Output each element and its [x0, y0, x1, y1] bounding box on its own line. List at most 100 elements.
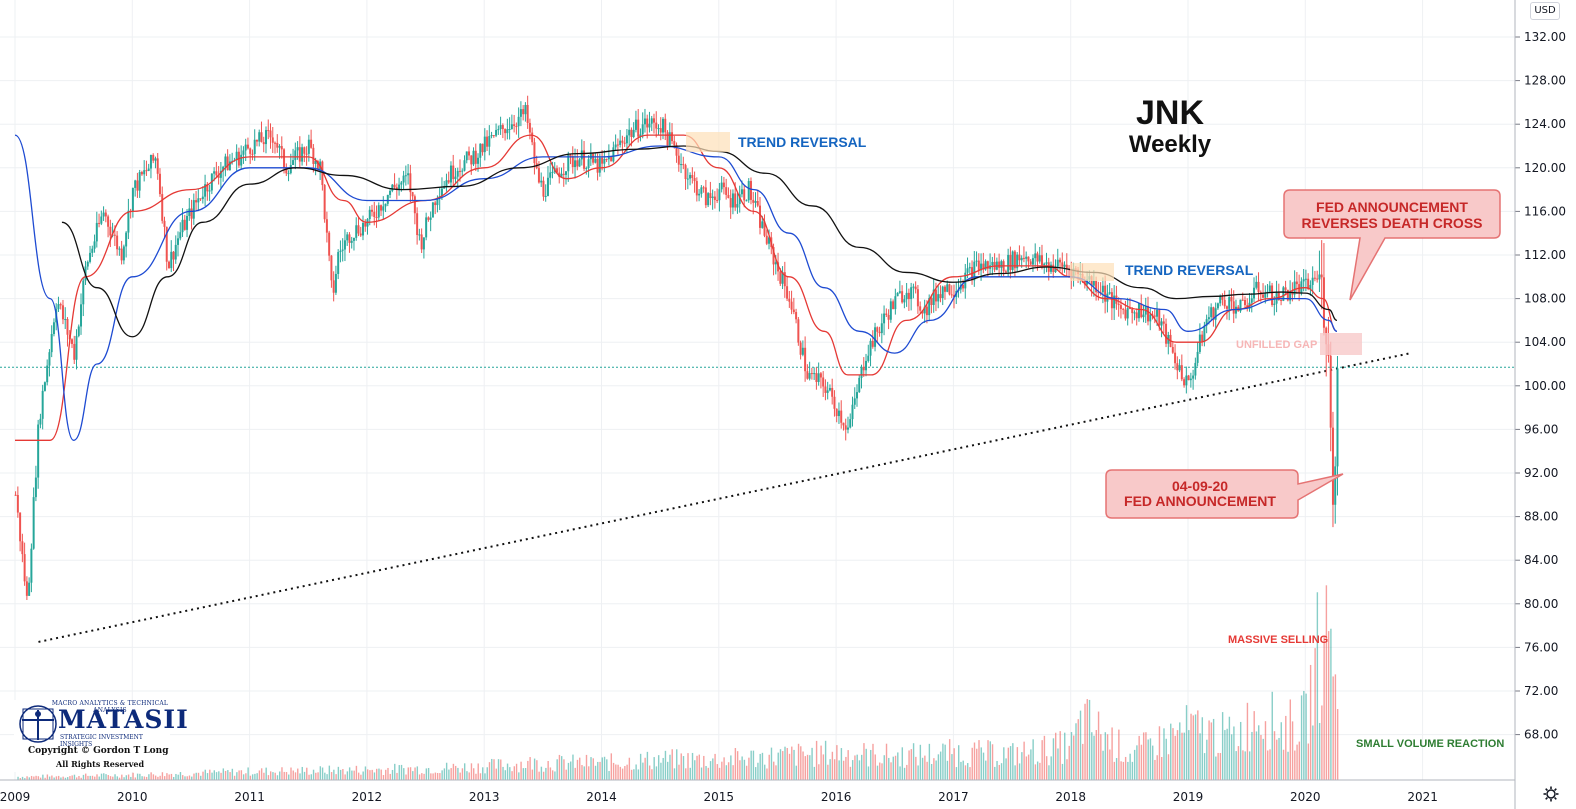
volume-bar: [1075, 723, 1077, 780]
volume-bar: [1194, 714, 1197, 780]
currency-button[interactable]: USD: [1530, 2, 1560, 20]
candle-body: [519, 109, 522, 117]
candle-body: [650, 118, 653, 124]
volume-bar: [75, 777, 78, 780]
volume-bar: [1050, 756, 1052, 780]
volume-bar: [939, 751, 942, 780]
volume-bar: [64, 777, 67, 780]
volume-bar: [1336, 709, 1339, 780]
candle-body: [567, 154, 570, 172]
candle-body: [1196, 351, 1199, 363]
volume-bar: [466, 771, 468, 780]
volume-bar: [919, 744, 922, 780]
candle-body: [515, 126, 518, 128]
candle-body: [943, 286, 946, 292]
volume-bar: [615, 764, 617, 780]
candle-body: [659, 128, 662, 133]
volume-bar: [565, 769, 567, 780]
y-tick-label: 68.00: [1524, 728, 1558, 742]
candle-body: [1156, 309, 1159, 317]
candle-body: [664, 118, 667, 133]
volume-bar: [883, 755, 885, 780]
volume-bar: [396, 772, 398, 780]
volume-bar: [116, 776, 118, 780]
volume-bar: [66, 777, 69, 780]
volume-bar: [78, 775, 80, 780]
candle-body: [1320, 274, 1323, 278]
volume-bar: [152, 774, 155, 780]
candle-body: [1142, 314, 1145, 318]
candle-body: [560, 173, 563, 178]
trend-reversal-label-1: TREND REVERSAL: [738, 134, 867, 150]
candle-body: [562, 173, 565, 175]
candle-body: [34, 477, 37, 498]
candle-body: [1205, 319, 1208, 326]
volume-bar: [132, 772, 134, 780]
x-tick-label: 2009: [0, 790, 30, 804]
candle-body: [1262, 294, 1265, 298]
candle-body: [1029, 261, 1032, 265]
candle-body: [828, 387, 831, 391]
candle-body: [52, 322, 55, 335]
volume-bar: [265, 767, 267, 780]
candle-body: [395, 187, 398, 190]
volume-bar: [1030, 749, 1032, 780]
volume-bar: [653, 757, 655, 780]
volume-bar: [793, 749, 795, 780]
volume-bar: [538, 771, 540, 780]
y-tick-label: 84.00: [1524, 553, 1558, 567]
candle-body: [702, 187, 705, 189]
volume-bar: [678, 764, 680, 780]
candle-body: [937, 294, 940, 302]
volume-bar: [890, 762, 892, 780]
candle-body: [1250, 298, 1253, 303]
volume-bar: [1120, 761, 1122, 780]
volume-bar: [1122, 761, 1125, 780]
volume-bar: [310, 774, 312, 780]
candle-body: [283, 149, 286, 169]
candle-body: [928, 298, 931, 316]
candle-body: [445, 180, 448, 187]
candle-body: [815, 373, 818, 382]
candle-body: [364, 223, 367, 227]
callout-fed-date-line2: FED ANNOUNCEMENT: [1124, 493, 1276, 509]
volume-bar: [1174, 735, 1176, 780]
candle-body: [86, 261, 89, 267]
volume-bar: [1332, 676, 1334, 780]
candle-body: [772, 247, 775, 265]
candle-body: [165, 226, 168, 262]
volume-bar: [477, 763, 479, 780]
volume-bar: [978, 740, 980, 780]
candle-body: [628, 129, 631, 136]
volume-bar: [960, 761, 962, 780]
volume-bar: [1239, 721, 1242, 780]
candle-body: [1293, 281, 1296, 295]
candle-body: [240, 154, 243, 166]
volume-bar: [491, 758, 493, 780]
candle-body: [860, 366, 863, 378]
settings-gear-icon[interactable]: [1543, 786, 1559, 802]
volume-bar: [1165, 738, 1167, 780]
candle-body: [792, 309, 795, 313]
volume-bar: [998, 764, 1001, 780]
volume-bar: [482, 767, 484, 780]
candle-body: [143, 170, 146, 175]
candle-body: [19, 512, 22, 542]
volume-bar: [833, 759, 836, 780]
volume-bar: [1248, 751, 1251, 780]
volume-bar: [768, 754, 770, 780]
candle-body: [57, 304, 60, 310]
volume-bar: [71, 775, 73, 780]
volume-bar: [353, 770, 355, 780]
candle-body: [479, 143, 482, 158]
volume-bar: [1215, 756, 1217, 780]
candle-body: [722, 182, 725, 188]
volume-bar: [1264, 721, 1267, 780]
candle-body: [558, 172, 561, 178]
volume-bar: [901, 747, 904, 780]
volume-bar: [28, 777, 31, 780]
volume-bar: [1127, 761, 1129, 780]
volume-bar: [245, 773, 247, 780]
volume-bar: [1039, 762, 1041, 780]
candle-body: [914, 286, 917, 290]
